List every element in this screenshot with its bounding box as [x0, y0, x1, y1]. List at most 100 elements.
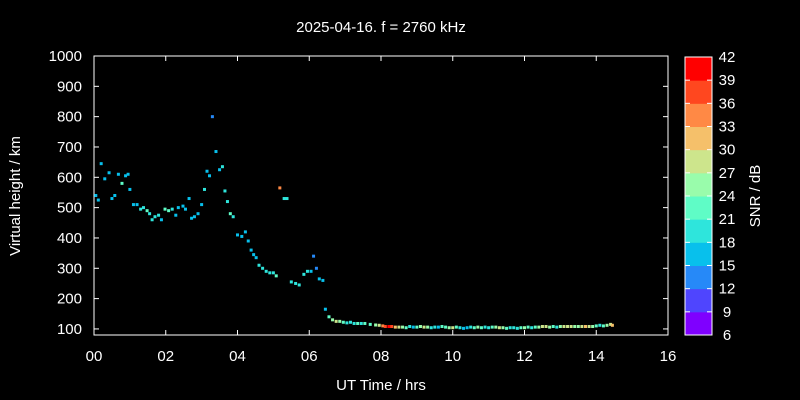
data-point	[483, 325, 487, 329]
x-tick-label: 02	[157, 348, 174, 365]
data-point	[142, 206, 146, 210]
data-point	[128, 187, 132, 191]
data-point	[317, 277, 321, 281]
data-point	[523, 326, 526, 330]
data-point	[341, 320, 345, 324]
data-point	[433, 325, 437, 329]
data-point	[107, 171, 111, 175]
x-tick-label: 16	[660, 348, 677, 365]
data-point	[359, 321, 363, 325]
data-point	[163, 207, 167, 211]
x-tick-label: 12	[516, 348, 533, 365]
data-point	[544, 325, 548, 329]
data-point	[321, 278, 325, 282]
data-point	[494, 325, 498, 329]
data-point	[314, 266, 318, 270]
data-point	[594, 324, 598, 328]
data-points	[94, 115, 614, 330]
plot-area	[93, 55, 669, 336]
data-point	[497, 326, 501, 330]
data-point	[440, 325, 444, 329]
data-point	[540, 325, 544, 329]
data-point	[157, 213, 161, 217]
colorbar-segment	[685, 172, 712, 197]
data-point	[183, 207, 187, 211]
colorbar-segment	[685, 126, 712, 151]
data-point	[110, 197, 114, 201]
data-point	[587, 325, 591, 329]
data-point	[548, 325, 552, 329]
data-point	[174, 213, 178, 217]
data-point	[472, 326, 476, 330]
data-point	[145, 209, 149, 213]
data-point	[551, 325, 555, 329]
data-point	[583, 325, 587, 329]
data-point	[387, 325, 391, 329]
data-point	[187, 197, 191, 201]
data-point	[135, 203, 139, 207]
data-point	[309, 269, 313, 273]
y-tick-label: 700	[57, 139, 82, 156]
data-point	[208, 174, 212, 178]
data-point	[312, 254, 316, 258]
colorbar-segment	[685, 103, 712, 127]
data-point	[426, 325, 430, 329]
data-point	[120, 181, 124, 185]
data-point	[610, 323, 614, 327]
data-point	[411, 325, 415, 329]
data-point	[331, 318, 335, 322]
data-point	[447, 326, 451, 330]
x-tick-label: 10	[444, 348, 461, 365]
colorbar-tick-label: 18	[719, 234, 736, 251]
data-point	[490, 325, 494, 329]
data-point	[243, 230, 247, 234]
colorbar-tick-label: 24	[719, 188, 736, 205]
data-point	[236, 233, 239, 237]
colorbar-tick-label: 6	[723, 327, 731, 344]
data-point	[113, 194, 117, 197]
y-tick-label: 200	[57, 291, 82, 308]
data-point	[573, 325, 577, 329]
data-point	[576, 325, 580, 329]
data-point	[601, 324, 605, 328]
data-point	[462, 326, 466, 330]
data-point	[167, 209, 171, 213]
y-tick-label: 600	[57, 169, 82, 186]
colorbar-tick-label: 9	[723, 304, 731, 321]
data-point	[202, 187, 206, 191]
colorbar-tick-label: 27	[719, 165, 736, 182]
data-point	[505, 326, 509, 330]
colorbar-segment	[685, 196, 712, 220]
y-tick-label: 100	[57, 321, 82, 338]
data-point	[487, 326, 491, 330]
data-point	[268, 271, 272, 275]
colorbar-segment	[685, 57, 712, 81]
data-point	[476, 325, 480, 329]
data-point	[289, 280, 293, 284]
data-point	[240, 234, 244, 238]
data-point	[323, 307, 327, 311]
data-point	[150, 218, 154, 222]
data-point	[469, 325, 473, 329]
data-point	[458, 326, 462, 330]
x-axis: 00 02 04 06 08 10 12 14 16	[86, 56, 677, 365]
data-point	[274, 274, 278, 278]
chart-title: 2025-04-16. f = 2760 kHz	[296, 19, 466, 36]
data-point	[436, 325, 440, 329]
data-point	[377, 323, 381, 327]
y-tick-label: 500	[57, 200, 82, 217]
data-point	[530, 326, 534, 330]
data-point	[294, 281, 298, 285]
data-point	[558, 325, 562, 329]
colorbar-segment	[685, 149, 712, 174]
data-point	[285, 197, 289, 201]
data-point	[363, 321, 367, 325]
data-point	[124, 174, 128, 178]
data-point	[598, 323, 602, 327]
data-point	[444, 325, 448, 329]
data-point	[352, 321, 356, 325]
x-tick-label: 04	[229, 348, 246, 365]
data-point	[249, 248, 253, 252]
data-point	[580, 325, 584, 329]
data-point	[297, 283, 301, 287]
